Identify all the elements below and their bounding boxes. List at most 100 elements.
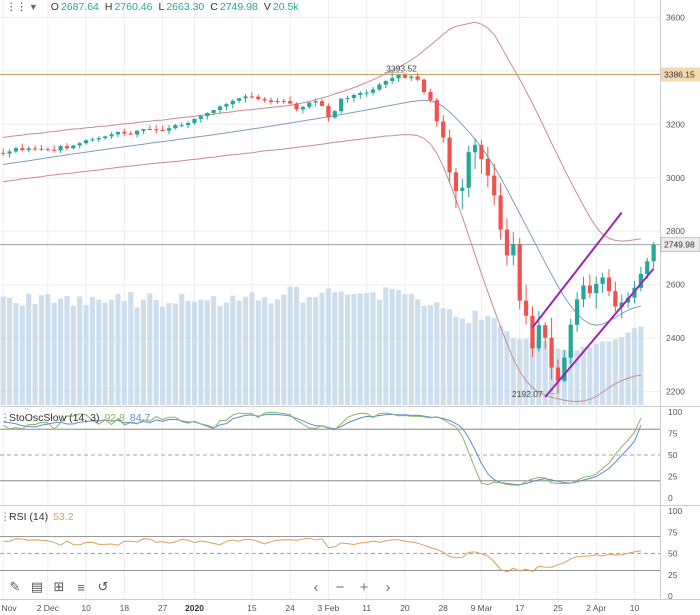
candle-body [396,74,401,79]
volume-bar [102,302,108,405]
plus-icon[interactable]: + [359,578,369,596]
document-icon[interactable]: ▤ [30,579,44,594]
pencil-icon[interactable]: ✎ [9,579,21,594]
x-tick-label: 17 [515,603,525,613]
volume-bar [172,303,178,405]
candle-body [536,325,541,349]
volume-bar [274,299,280,405]
candle-body [230,100,235,105]
candle-body [358,93,363,95]
volume-bar [580,346,587,405]
stoch-label[interactable]: ⋮StoOscSlow (14, 3) 92.8 84.7 [0,412,150,424]
volume-bar [625,332,631,405]
ohlc-value: 20.5k [272,1,299,13]
volume-bar [434,302,440,405]
volume-bar [402,294,408,405]
level-price-label: 3386.15 [664,70,695,80]
candle-body [594,283,599,294]
volume-bar [217,305,223,405]
candle-body [453,172,459,192]
candle-body [498,195,503,230]
volume-bar [70,305,76,405]
candle-body [600,277,605,284]
volume-bar [408,293,414,405]
volume-bar [293,286,300,405]
rsi-tick-label: 100 [668,506,682,516]
volume-bar [64,295,70,405]
price-tick-label: 3200 [666,119,685,129]
minus-icon[interactable]: − [335,578,345,596]
candle-body [45,149,50,151]
volume-bar [223,302,229,405]
stoch-d-value: 84.7 [129,412,151,424]
volume-bar [383,287,389,405]
volume-bar [204,300,210,405]
candle-body [421,79,427,93]
x-tick-label: 20 [400,603,410,613]
trend-channel-line [544,268,655,398]
chevron-left-icon[interactable]: ‹ [313,578,319,596]
add-indicator-icon[interactable]: ⊞ [53,579,65,594]
candle-body [173,125,178,129]
candle-body [224,104,229,107]
candle-body [32,148,38,150]
ohlc-key: L [158,1,165,13]
moving-average-line [3,99,642,326]
candle-body [275,100,280,102]
volume-bar [631,328,638,405]
volume-bar [32,303,38,405]
volume-bar [498,325,504,405]
dotted-symbol-icon[interactable]: ⋮⋮ [6,1,27,13]
candle-body [377,84,382,90]
stoch-name: StoOscSlow (14, 3) [9,412,100,424]
candle-body [217,106,223,110]
candle-body [651,244,656,262]
rsi-tick-label: 50 [668,549,678,559]
volume-bar [191,301,198,405]
rsi-label[interactable]: ⋮RSI (14) 53.2 [0,511,74,523]
volume-bar [466,322,472,405]
drag-handle-icon[interactable]: ⋮ [0,412,11,424]
volume-bar [491,317,497,405]
current-price-label: 2749.98 [664,240,695,250]
caret-down-icon[interactable]: ▼ [28,2,38,12]
volume-bar [638,326,644,405]
volume-bar [568,350,574,405]
ohlc-key: C [210,1,218,13]
drag-handle-icon[interactable]: ⋮ [0,511,11,523]
volume-bar [185,300,191,405]
volume-bar [96,299,102,405]
candle-body [1,152,6,154]
stoch-tick-label: 0 [668,493,673,503]
sliders-icon[interactable]: ≡ [77,579,85,595]
volume-bar [140,299,147,405]
volume-bar [306,297,312,405]
candle-body [441,121,446,138]
undo-icon[interactable]: ↺ [97,579,109,594]
candle-body [523,300,529,316]
volume-bar [536,340,542,405]
candle-body [205,112,210,117]
candle-body [543,325,548,338]
volume-bar [357,293,363,405]
candle-body [434,100,439,122]
candle-body [90,139,95,141]
volume-bar [268,303,274,405]
candle-body [13,148,19,152]
candle-body [96,138,101,140]
candle-body [517,244,522,301]
volume-bar [600,341,606,405]
x-tick-label: 2 Apr [586,603,606,613]
volume-bar [421,305,427,405]
candle-body [186,122,191,126]
chevron-right-icon[interactable]: › [385,578,391,596]
volume-bar [166,303,172,405]
candle-body [141,128,146,131]
price-tick-label: 2600 [666,280,685,290]
x-tick-label: 27 [158,603,168,613]
volume-bar [249,292,255,405]
volume-bar [109,299,115,405]
stoch-k-line [2,411,642,486]
volume-bar [459,318,465,405]
